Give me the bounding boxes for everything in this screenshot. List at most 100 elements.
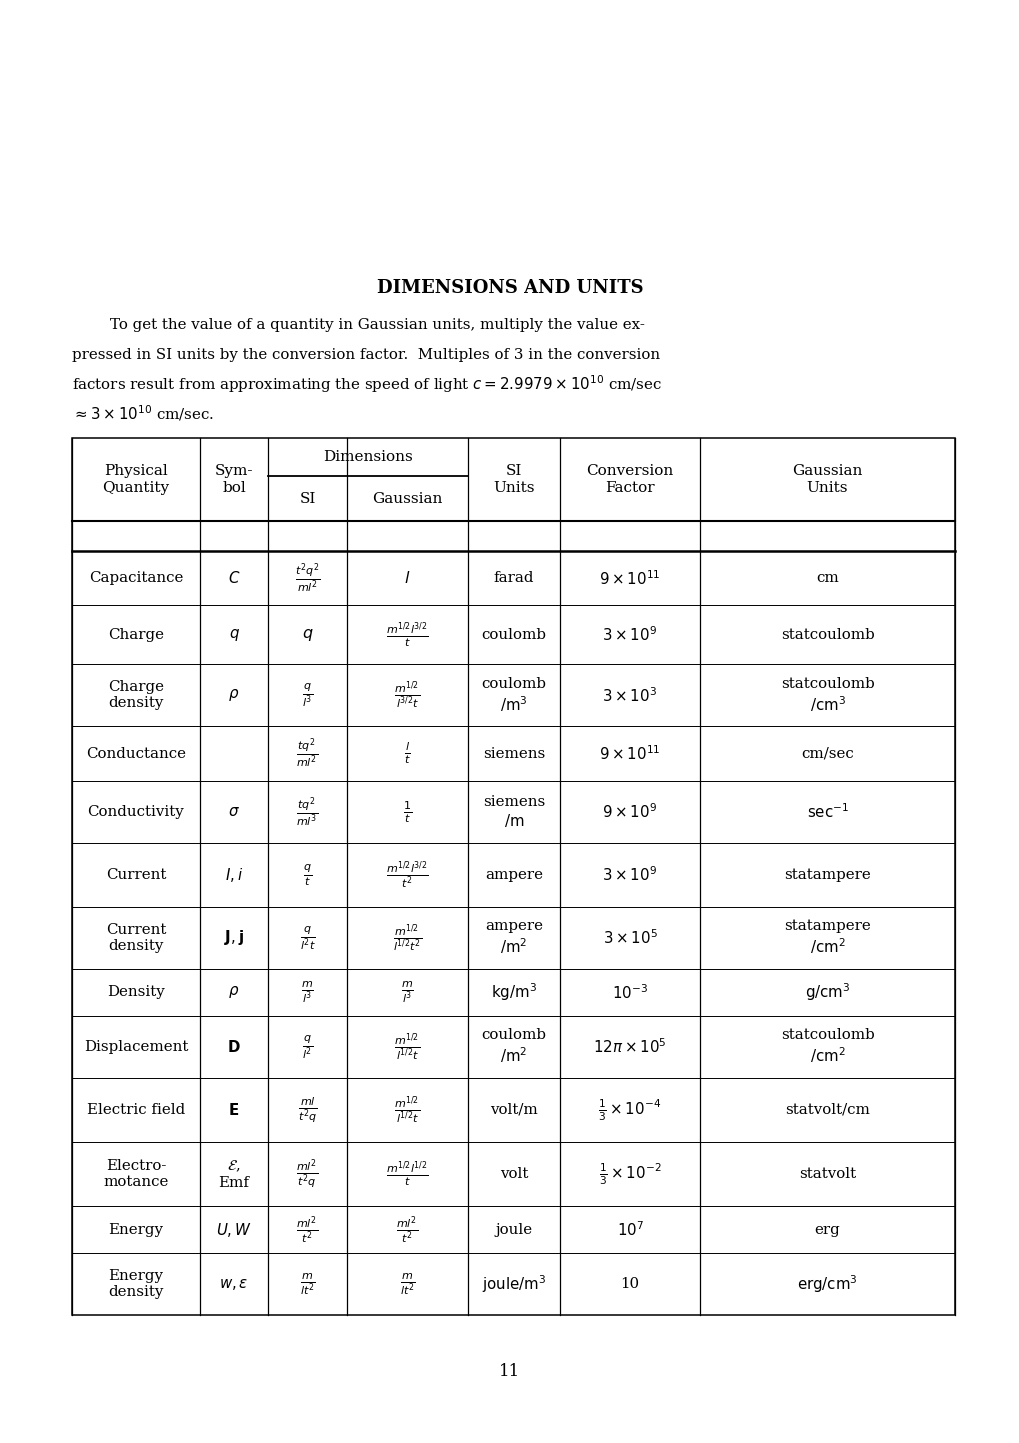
Text: $9 \times 10^{11}$: $9 \times 10^{11}$ [598, 569, 660, 587]
Text: $\mathrm{kg/m}^3$: $\mathrm{kg/m}^3$ [490, 981, 536, 1003]
Text: Electric field: Electric field [87, 1102, 184, 1117]
Text: Physical
Quantity: Physical Quantity [102, 465, 169, 495]
Text: volt/m: volt/m [490, 1102, 537, 1117]
Text: Conversion
Factor: Conversion Factor [586, 465, 673, 495]
Text: statampere: statampere [784, 867, 870, 882]
Bar [72, 439, 954, 1315]
Text: $\approx 3 \times 10^{10}$ cm/sec.: $\approx 3 \times 10^{10}$ cm/sec. [72, 404, 214, 423]
Text: $q$: $q$ [228, 626, 239, 644]
Text: Gaussian: Gaussian [372, 492, 442, 505]
Text: Charge
density: Charge density [108, 680, 164, 710]
Text: $\frac{m}{l^3}$: $\frac{m}{l^3}$ [301, 980, 314, 1006]
Text: $\frac{m^{1/2}}{l^{1/2}t}$: $\frac{m^{1/2}}{l^{1/2}t}$ [394, 1094, 420, 1126]
Text: $\mathrm{g/cm}^3$: $\mathrm{g/cm}^3$ [804, 981, 850, 1003]
Text: $I, i$: $I, i$ [224, 866, 243, 883]
Text: $\frac{q}{l^2t}$: $\frac{q}{l^2t}$ [300, 924, 315, 952]
Text: $\frac{m^{1/2}l^{3/2}}{t^2}$: $\frac{m^{1/2}l^{3/2}}{t^2}$ [386, 859, 428, 890]
Text: farad: farad [493, 571, 534, 586]
Text: $\frac{m}{lt^2}$: $\frac{m}{lt^2}$ [300, 1271, 315, 1297]
Text: Dimensions: Dimensions [323, 450, 413, 465]
Text: statcoulomb
$/\mathrm{cm}^3$: statcoulomb $/\mathrm{cm}^3$ [780, 677, 873, 714]
Text: $12\pi \times 10^{5}$: $12\pi \times 10^{5}$ [593, 1038, 666, 1056]
Text: Displacement: Displacement [84, 1040, 187, 1053]
Text: $\frac{ml}{t^2q}$: $\frac{ml}{t^2q}$ [298, 1095, 317, 1124]
Text: Energy
density: Energy density [108, 1268, 163, 1299]
Text: cm/sec: cm/sec [800, 746, 853, 760]
Text: $3 \times 10^{3}$: $3 \times 10^{3}$ [602, 685, 657, 704]
Text: $\frac{m^{1/2}}{l^{3/2}t}$: $\frac{m^{1/2}}{l^{3/2}t}$ [394, 680, 420, 711]
Text: $9 \times 10^{11}$: $9 \times 10^{11}$ [598, 745, 660, 763]
Text: cm: cm [815, 571, 838, 586]
Text: $3 \times 10^{9}$: $3 \times 10^{9}$ [602, 866, 657, 885]
Text: SI: SI [299, 492, 315, 505]
Text: $\mathbf{J}, \mathbf{j}$: $\mathbf{J}, \mathbf{j}$ [224, 928, 244, 948]
Text: To get the value of a quantity in Gaussian units, multiply the value ex-: To get the value of a quantity in Gaussi… [72, 317, 644, 332]
Text: $\frac{q}{t}$: $\frac{q}{t}$ [303, 861, 312, 887]
Text: $\frac{ml^2}{t^2}$: $\frac{ml^2}{t^2}$ [396, 1214, 418, 1245]
Text: siemens: siemens [482, 746, 544, 760]
Text: $\frac{1}{3} \times 10^{-2}$: $\frac{1}{3} \times 10^{-2}$ [598, 1162, 660, 1186]
Text: $\frac{m^{1/2}}{l^{1/2}t^2}$: $\frac{m^{1/2}}{l^{1/2}t^2}$ [392, 922, 422, 954]
Text: $\frac{q}{l^2}$: $\frac{q}{l^2}$ [302, 1033, 313, 1061]
Text: siemens
$/\mathrm{m}$: siemens $/\mathrm{m}$ [482, 795, 544, 828]
Text: DIMENSIONS AND UNITS: DIMENSIONS AND UNITS [376, 278, 643, 297]
Text: Conductivity: Conductivity [88, 805, 184, 818]
Text: $\mathrm{erg/cm}^3$: $\mathrm{erg/cm}^3$ [796, 1273, 857, 1294]
Text: statvolt: statvolt [798, 1167, 855, 1180]
Text: erg: erg [814, 1222, 840, 1237]
Text: Energy: Energy [108, 1222, 163, 1237]
Text: $\frac{m^{1/2}}{l^{1/2}t}$: $\frac{m^{1/2}}{l^{1/2}t}$ [394, 1030, 420, 1062]
Text: $\frac{tq^2}{ml^3}$: $\frac{tq^2}{ml^3}$ [297, 795, 318, 828]
Text: SI
Units: SI Units [493, 465, 534, 495]
Text: volt: volt [499, 1167, 528, 1180]
Text: $q$: $q$ [302, 626, 313, 644]
Text: $\frac{m}{l^3}$: $\frac{m}{l^3}$ [400, 980, 414, 1006]
Text: 10: 10 [620, 1277, 639, 1291]
Text: $\sigma$: $\sigma$ [228, 805, 239, 818]
Text: Capacitance: Capacitance [89, 571, 183, 586]
Text: $\mathrm{sec}^{-1}$: $\mathrm{sec}^{-1}$ [806, 802, 848, 821]
Text: statvolt/cm: statvolt/cm [785, 1102, 869, 1117]
Text: Electro-
motance: Electro- motance [103, 1159, 168, 1189]
Text: coulomb
$/\mathrm{m}^2$: coulomb $/\mathrm{m}^2$ [481, 1029, 546, 1065]
Text: Density: Density [107, 986, 165, 1000]
Text: Current
density: Current density [106, 924, 166, 952]
Text: $\mathcal{E}$,
Emf: $\mathcal{E}$, Emf [218, 1159, 250, 1190]
Text: $\frac{1}{t}$: $\frac{1}{t}$ [403, 799, 412, 824]
Text: $\frac{m^{1/2}l^{3/2}}{t}$: $\frac{m^{1/2}l^{3/2}}{t}$ [386, 620, 428, 649]
Text: statcoulomb
$/\mathrm{cm}^2$: statcoulomb $/\mathrm{cm}^2$ [780, 1029, 873, 1065]
Text: statcoulomb: statcoulomb [780, 628, 873, 642]
Text: $10^{-3}$: $10^{-3}$ [611, 983, 647, 1001]
Text: $\frac{m^{1/2}l^{1/2}}{t}$: $\frac{m^{1/2}l^{1/2}}{t}$ [386, 1159, 428, 1189]
Text: $\frac{q}{l^3}$: $\frac{q}{l^3}$ [302, 681, 313, 709]
Text: Current: Current [106, 867, 166, 882]
Text: $C$: $C$ [227, 570, 240, 586]
Text: $\rho$: $\rho$ [228, 687, 239, 703]
Text: $3 \times 10^{5}$: $3 \times 10^{5}$ [602, 928, 657, 947]
Text: $\frac{m}{lt^2}$: $\frac{m}{lt^2}$ [399, 1271, 415, 1297]
Text: joule: joule [495, 1222, 532, 1237]
Text: $U, W$: $U, W$ [216, 1221, 252, 1238]
Text: $\mathbf{D}$: $\mathbf{D}$ [227, 1039, 240, 1055]
Text: factors result from approximating the speed of light $c = 2.9979 \times 10^{10}$: factors result from approximating the sp… [72, 374, 661, 395]
Text: $\frac{ml^2}{t^2q}$: $\frac{ml^2}{t^2q}$ [297, 1157, 318, 1190]
Text: $\rho$: $\rho$ [228, 984, 239, 1000]
Text: $\frac{1}{3} \times 10^{-4}$: $\frac{1}{3} \times 10^{-4}$ [598, 1097, 661, 1123]
Text: statampere
$/\mathrm{cm}^2$: statampere $/\mathrm{cm}^2$ [784, 919, 870, 957]
Text: $9 \times 10^{9}$: $9 \times 10^{9}$ [602, 802, 657, 821]
Text: Gaussian
Units: Gaussian Units [792, 465, 862, 495]
Text: $\frac{t^2q^2}{ml^2}$: $\frac{t^2q^2}{ml^2}$ [294, 561, 320, 595]
Text: coulomb: coulomb [481, 628, 546, 642]
Text: Conductance: Conductance [86, 746, 185, 760]
Text: 11: 11 [499, 1362, 520, 1380]
Text: ampere
$/\mathrm{m}^2$: ampere $/\mathrm{m}^2$ [484, 919, 542, 957]
Text: ampere: ampere [484, 867, 542, 882]
Text: $\mathbf{E}$: $\mathbf{E}$ [228, 1102, 239, 1118]
Text: $\mathrm{joule/m}^3$: $\mathrm{joule/m}^3$ [481, 1273, 545, 1294]
Text: $10^{7}$: $10^{7}$ [615, 1221, 643, 1240]
Text: pressed in SI units by the conversion factor.  Multiples of 3 in the conversion: pressed in SI units by the conversion fa… [72, 348, 659, 362]
Text: coulomb
$/\mathrm{m}^3$: coulomb $/\mathrm{m}^3$ [481, 677, 546, 714]
Text: $\frac{ml^2}{t^2}$: $\frac{ml^2}{t^2}$ [297, 1214, 318, 1245]
Text: $l$: $l$ [404, 570, 411, 587]
Text: Sym-
bol: Sym- bol [215, 465, 253, 495]
